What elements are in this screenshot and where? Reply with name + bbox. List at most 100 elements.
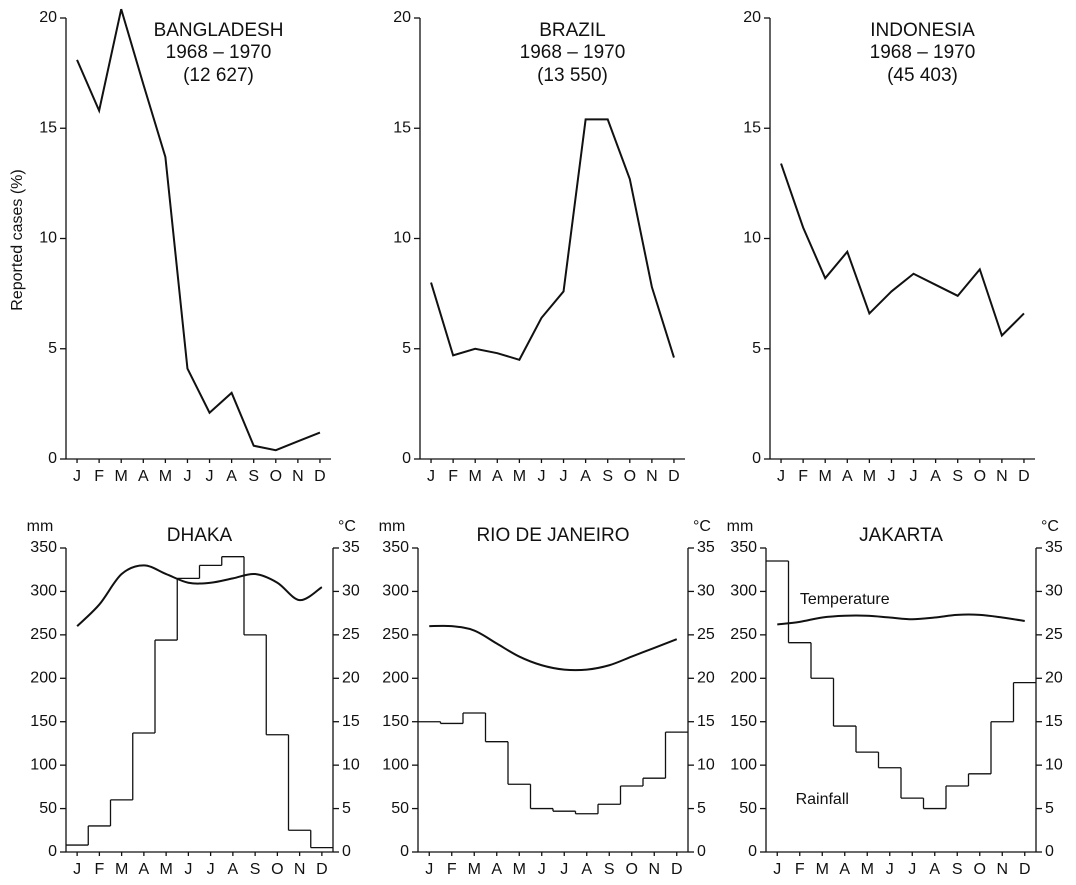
y-tick-label: 0 bbox=[48, 450, 57, 467]
y2-tick-label: 30 bbox=[342, 583, 360, 600]
y-tick-label: 100 bbox=[30, 756, 57, 773]
y-tick-label: 0 bbox=[400, 843, 409, 860]
x-tick-label: F bbox=[795, 861, 805, 878]
x-tick-label: A bbox=[138, 468, 149, 485]
chart-title: BANGLADESH bbox=[154, 20, 284, 41]
y-tick-label: 0 bbox=[402, 450, 411, 467]
y-axis-label: mm bbox=[379, 518, 406, 535]
y2-tick-label: 0 bbox=[1045, 843, 1054, 860]
x-tick-label: A bbox=[580, 468, 591, 485]
y-tick-label: 200 bbox=[730, 670, 757, 687]
x-tick-label: J bbox=[910, 468, 918, 485]
y-tick-label: 250 bbox=[30, 626, 57, 643]
x-tick-label: J bbox=[887, 468, 895, 485]
x-tick-label: A bbox=[228, 861, 239, 878]
x-tick-label: A bbox=[581, 861, 592, 878]
x-tick-label: O bbox=[626, 861, 638, 878]
y2-tick-label: 15 bbox=[342, 713, 360, 730]
x-tick-label: A bbox=[929, 861, 940, 878]
y2-tick-label: 20 bbox=[342, 670, 360, 687]
x-tick-label: M bbox=[159, 468, 172, 485]
chart-title: DHAKA bbox=[167, 525, 233, 546]
x-tick-label: J bbox=[908, 861, 916, 878]
x-tick-label: D bbox=[316, 861, 328, 878]
y-tick-label: 5 bbox=[752, 340, 761, 357]
x-tick-label: A bbox=[226, 468, 237, 485]
x-tick-label: F bbox=[94, 468, 104, 485]
x-tick-label: M bbox=[469, 468, 482, 485]
y2-tick-label: 35 bbox=[1045, 539, 1063, 556]
x-tick-label: O bbox=[974, 468, 986, 485]
x-tick-label: M bbox=[863, 468, 876, 485]
x-tick-label: F bbox=[447, 861, 457, 878]
data-line bbox=[780, 163, 1025, 338]
x-tick-label: S bbox=[602, 468, 613, 485]
y-tick-label: 350 bbox=[30, 539, 57, 556]
x-tick-label: J bbox=[777, 468, 785, 485]
y2-tick-label: 30 bbox=[697, 583, 715, 600]
y-tick-label: 50 bbox=[739, 800, 757, 817]
x-tick-label: N bbox=[648, 861, 660, 878]
x-tick-label: S bbox=[952, 468, 963, 485]
data-line bbox=[76, 8, 321, 452]
y-tick-label: 15 bbox=[743, 119, 761, 136]
y2-tick-label: 5 bbox=[1045, 800, 1054, 817]
series-label: Temperature bbox=[800, 591, 890, 608]
y2-tick-label: 25 bbox=[342, 626, 360, 643]
y-tick-label: 10 bbox=[743, 230, 761, 247]
x-tick-label: M bbox=[513, 861, 526, 878]
x-tick-label: O bbox=[270, 468, 282, 485]
y-tick-label: 0 bbox=[748, 843, 757, 860]
y2-tick-label: 15 bbox=[697, 713, 715, 730]
x-tick-label: S bbox=[952, 861, 963, 878]
x-tick-label: J bbox=[886, 861, 894, 878]
chart-subtitle: 1968 – 1970 bbox=[520, 42, 626, 63]
y-tick-label: 5 bbox=[48, 340, 57, 357]
temperature-line bbox=[429, 624, 678, 672]
y2-tick-label: 0 bbox=[697, 843, 706, 860]
x-tick-label: J bbox=[73, 468, 81, 485]
x-tick-label: M bbox=[115, 861, 128, 878]
y-axis-label: Reported cases (%) bbox=[9, 169, 26, 310]
y2-tick-label: 5 bbox=[697, 800, 706, 817]
x-tick-label: M bbox=[513, 468, 526, 485]
x-tick-label: O bbox=[974, 861, 986, 878]
y2-tick-label: 30 bbox=[1045, 583, 1063, 600]
x-tick-label: J bbox=[73, 861, 81, 878]
temperature-line bbox=[777, 613, 1025, 626]
y2-tick-label: 0 bbox=[342, 843, 351, 860]
chart-annotation: (13 550) bbox=[537, 65, 608, 86]
y2-tick-label: 5 bbox=[342, 800, 351, 817]
x-tick-label: N bbox=[646, 468, 658, 485]
y-tick-label: 150 bbox=[730, 713, 757, 730]
x-tick-label: S bbox=[250, 861, 261, 878]
y-tick-label: 20 bbox=[39, 9, 57, 26]
x-tick-label: F bbox=[798, 468, 808, 485]
x-tick-label: J bbox=[537, 468, 545, 485]
y2-tick-label: 35 bbox=[342, 539, 360, 556]
x-tick-label: M bbox=[819, 468, 832, 485]
y-axis-label: mm bbox=[27, 518, 54, 535]
x-tick-label: M bbox=[468, 861, 481, 878]
y-tick-label: 20 bbox=[743, 9, 761, 26]
chart-annotation: (12 627) bbox=[183, 65, 254, 86]
y2-tick-label: 20 bbox=[1045, 670, 1063, 687]
y2-tick-label: 15 bbox=[1045, 713, 1063, 730]
x-tick-label: M bbox=[816, 861, 829, 878]
chart-annotation: (45 403) bbox=[887, 65, 958, 86]
chart-title: JAKARTA bbox=[859, 525, 943, 546]
y-tick-label: 150 bbox=[30, 713, 57, 730]
y-tick-label: 10 bbox=[393, 230, 411, 247]
y2-axis-label: °C bbox=[1041, 518, 1059, 535]
y-tick-label: 0 bbox=[752, 450, 761, 467]
x-tick-label: J bbox=[773, 861, 781, 878]
y-tick-label: 100 bbox=[730, 756, 757, 773]
x-tick-label: A bbox=[842, 468, 853, 485]
x-tick-label: A bbox=[839, 861, 850, 878]
y-tick-label: 10 bbox=[39, 230, 57, 247]
x-tick-label: J bbox=[560, 468, 568, 485]
chart-title: RIO DE JANEIRO bbox=[476, 525, 629, 546]
x-tick-label: N bbox=[294, 861, 306, 878]
x-tick-label: A bbox=[491, 861, 502, 878]
